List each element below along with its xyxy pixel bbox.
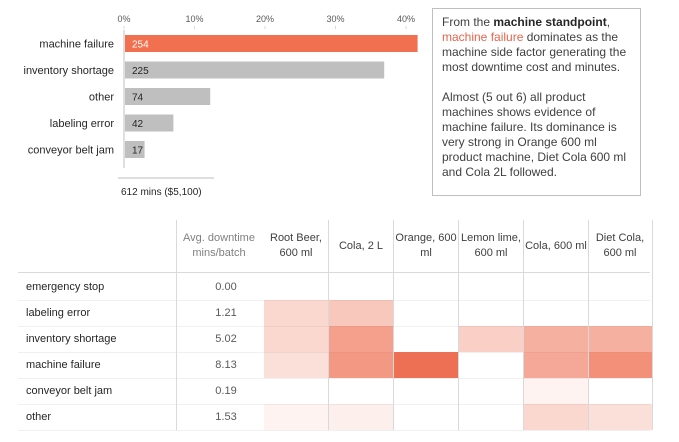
heatmap-row: other 1.53	[18, 404, 652, 431]
row-label: inventory shortage	[26, 333, 117, 345]
downtime-bar-chart: 0% 10% 20% 30% 40% machine failure 254 inventor…	[24, 14, 418, 198]
column-header: Diet Cola, 600 ml	[595, 232, 645, 259]
column-header: Cola, 2 L	[338, 239, 384, 252]
bar	[125, 61, 385, 79]
column-divider	[328, 220, 329, 430]
heatmap-cell	[329, 274, 393, 300]
bar-value-label: 74	[132, 93, 144, 104]
note-accent-phrase: machine failure	[442, 30, 524, 44]
heatmap-cell	[524, 404, 588, 430]
heatmap-cell	[459, 326, 523, 352]
category-label: labeling error	[50, 118, 115, 130]
category-label: inventory shortage	[24, 65, 115, 77]
heatmap-row: labeling error 1.21	[18, 300, 650, 327]
heatmap-cell	[329, 404, 393, 430]
heatmap-cell	[588, 378, 652, 404]
heatmap-cell	[588, 274, 652, 300]
column-header: Cola, 600 ml	[525, 239, 587, 252]
total-label: 612 mins ($5,100)	[121, 187, 202, 198]
heatmap-cell	[524, 274, 588, 300]
heatmap-cell	[264, 404, 328, 430]
heatmap-cell	[459, 352, 523, 378]
column-divider	[652, 220, 653, 430]
bar	[125, 88, 211, 105]
heatmap-cell	[524, 300, 588, 326]
column-divider	[176, 220, 177, 430]
heatmap-cell	[394, 274, 458, 300]
bar-value-label: 254	[132, 40, 149, 51]
row-avg-value: 0.00	[215, 281, 237, 293]
row-avg-value: 1.53	[215, 411, 237, 423]
heatmap-cell	[394, 378, 458, 404]
heatmap-cell	[459, 404, 523, 430]
row-label: machine failure	[26, 359, 101, 371]
row-avg-value: 0.19	[215, 385, 237, 397]
row-label: emergency stop	[26, 281, 105, 293]
note-paragraph-2: Almost (5 out 6) all product machines sh…	[442, 90, 627, 179]
bar-value-label: 225	[132, 66, 149, 77]
column-header: Root Beer, 600 ml	[270, 232, 322, 259]
heatmap-cell	[394, 326, 458, 352]
x-tick-label: 10%	[185, 14, 203, 24]
heatmap-cell	[459, 274, 523, 300]
heatmap-cell	[588, 404, 652, 430]
note-paragraph-1: From the machine standpoint, machine fail…	[442, 15, 627, 74]
column-divider	[458, 220, 459, 430]
heatmap-cell	[329, 352, 393, 378]
heatmap-cell	[524, 326, 588, 352]
heatmap-row: inventory shortage 5.02	[18, 326, 652, 353]
heatmap-cell	[394, 352, 458, 378]
heatmap-cell	[459, 300, 523, 326]
row-avg-value: 5.02	[215, 333, 237, 345]
avg-downtime-header: Avg. downtime mins/batch	[183, 232, 255, 259]
x-tick-label: 20%	[256, 14, 274, 24]
heatmap-cell	[264, 300, 328, 326]
row-label: labeling error	[26, 307, 91, 319]
heatmap-cell	[394, 404, 458, 430]
column-header: Orange, 600 ml	[395, 232, 457, 259]
heatmap-cell	[264, 378, 328, 404]
x-tick-label: 0%	[117, 14, 130, 24]
category-label: machine failure	[39, 39, 114, 51]
bar-value-label: 42	[132, 119, 144, 130]
category-label: other	[89, 92, 114, 104]
x-tick-label: 30%	[326, 14, 344, 24]
heatmap-cell	[588, 326, 652, 352]
heatmap-cell	[524, 352, 588, 378]
bar	[125, 141, 145, 158]
x-tick-label: 40%	[397, 14, 415, 24]
heatmap-cell	[264, 352, 328, 378]
column-divider	[393, 220, 394, 430]
heatmap-row: conveyor belt jam 0.19	[18, 378, 650, 405]
heatmap-cell	[588, 352, 652, 378]
heatmap-cell	[329, 326, 393, 352]
heatmap-cell	[394, 300, 458, 326]
heatmap-cell	[524, 378, 588, 404]
row-label: conveyor belt jam	[26, 385, 113, 397]
column-divider	[588, 220, 589, 430]
insight-note: From the machine standpoint, machine fail…	[432, 8, 641, 196]
heatmap-row: machine failure 8.13	[18, 352, 652, 379]
heatmap-cell	[329, 378, 393, 404]
note-bold-phrase: machine standpoint	[493, 15, 607, 29]
column-header: Lemon lime, 600 ml	[461, 232, 521, 259]
heatmap-cell	[588, 300, 652, 326]
bar	[125, 35, 418, 52]
category-label: conveyor belt jam	[28, 145, 114, 157]
bar-value-label: 17	[132, 146, 144, 157]
heatmap-header-row: Avg. downtime mins/batch Root Beer, 600 …	[18, 220, 650, 273]
bar	[125, 114, 174, 132]
heatmap-cell	[264, 326, 328, 352]
row-avg-value: 1.21	[215, 307, 237, 319]
heatmap-row: emergency stop 0.00	[18, 274, 650, 301]
row-avg-value: 8.13	[215, 359, 237, 371]
heatmap-cell	[264, 274, 328, 300]
heatmap-cell	[329, 300, 393, 326]
row-label: other	[26, 411, 52, 423]
heatmap-cell	[459, 378, 523, 404]
column-divider	[523, 220, 524, 430]
